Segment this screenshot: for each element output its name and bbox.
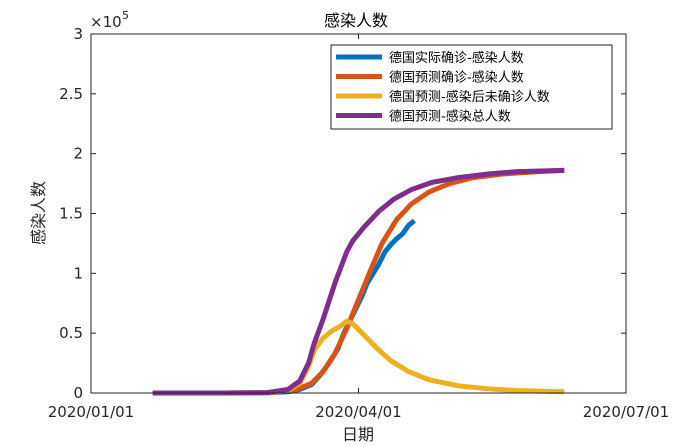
y-tick-label: 3	[73, 25, 83, 43]
series-line-2	[152, 318, 565, 396]
series-line-1	[152, 167, 565, 396]
x-tick-label: 2020/01/01	[48, 403, 134, 421]
legend-label-1: 德国预测确诊-感染人数	[389, 70, 524, 86]
series-line-0	[152, 218, 416, 396]
y-tick-label: 1.5	[59, 205, 83, 223]
y-exponent-power: 5	[122, 9, 129, 22]
y-tick-label: 2.5	[59, 85, 83, 103]
x-axis: 2020/01/01 2020/04/01 2020/07/01	[48, 34, 669, 421]
y-axis-title: 感染人数	[29, 181, 48, 245]
legend: 德国实际确诊-感染人数德国预测确诊-感染人数德国预测-感染后未确诊人数德国预测-…	[330, 44, 613, 130]
legend-label-0: 德国实际确诊-感染人数	[389, 50, 524, 66]
series-line-3	[152, 167, 565, 396]
y-tick-label: 0.5	[59, 324, 83, 342]
y-tick-label: 2	[73, 145, 83, 163]
y-exponent-label: ×10	[90, 13, 122, 31]
y-axis: 0 0.5 1 1.5 2 2.5 3	[59, 25, 626, 402]
legend-label-3: 德国预测-感染总人数	[389, 109, 511, 125]
x-tick-label: 2020/04/01	[315, 403, 401, 421]
x-tick-label: 2020/07/01	[583, 403, 669, 421]
legend-label-2: 德国预测-感染后未确诊人数	[389, 89, 550, 105]
chart-title: 感染人数	[324, 11, 388, 30]
plot-area	[152, 167, 565, 396]
y-tick-label: 0	[73, 384, 83, 402]
x-axis-title: 日期	[342, 425, 374, 444]
y-exponent: ×10 5	[90, 9, 129, 31]
y-tick-label: 1	[73, 264, 83, 282]
